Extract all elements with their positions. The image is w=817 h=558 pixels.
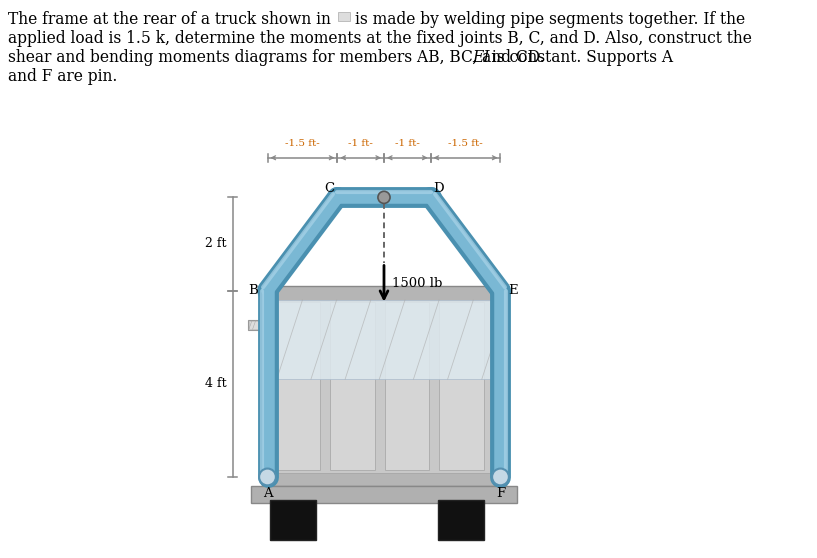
Bar [262, 286, 506, 486]
Text: is made by welding pipe segments together. If the: is made by welding pipe segments togethe… [355, 11, 745, 28]
Text: is constant. Supports A: is constant. Supports A [487, 49, 673, 66]
Circle shape [378, 191, 390, 204]
Bar [270, 500, 316, 540]
Text: -1 ft-: -1 ft- [348, 138, 373, 147]
Text: 2 ft: 2 ft [205, 238, 227, 251]
Text: 4 ft: 4 ft [205, 377, 227, 390]
Text: A: A [263, 487, 272, 500]
Bar [440, 302, 484, 470]
Bar [271, 301, 497, 473]
Bar [276, 302, 320, 470]
Text: -1.5 ft-: -1.5 ft- [285, 138, 319, 147]
Text: shear and bending moments diagrams for members AB, BC, and CD.: shear and bending moments diagrams for m… [8, 49, 555, 66]
Text: D: D [434, 181, 444, 195]
Bar [385, 302, 429, 470]
Text: -1 ft-: -1 ft- [395, 138, 420, 147]
Text: The frame at the rear of a truck shown in: The frame at the rear of a truck shown i… [8, 11, 331, 28]
Circle shape [492, 469, 509, 485]
Text: -1.5 ft-: -1.5 ft- [449, 138, 483, 147]
Text: 1500 lb: 1500 lb [392, 277, 443, 290]
Text: C: C [324, 181, 334, 195]
Bar [276, 300, 492, 379]
Bar [330, 302, 375, 470]
Bar [438, 500, 484, 540]
Text: E: E [509, 284, 518, 297]
Bar [338, 12, 350, 21]
Circle shape [259, 469, 276, 485]
Text: and F are pin.: and F are pin. [8, 68, 118, 85]
Bar [249, 321, 260, 329]
Text: B: B [248, 284, 258, 297]
Bar [251, 486, 517, 503]
Text: EI: EI [472, 49, 489, 66]
Text: F: F [496, 487, 505, 500]
Text: applied load is 1.5 k, determine the moments at the fixed joints B, C, and D. Al: applied load is 1.5 k, determine the mom… [8, 30, 752, 47]
Bar [248, 320, 261, 330]
